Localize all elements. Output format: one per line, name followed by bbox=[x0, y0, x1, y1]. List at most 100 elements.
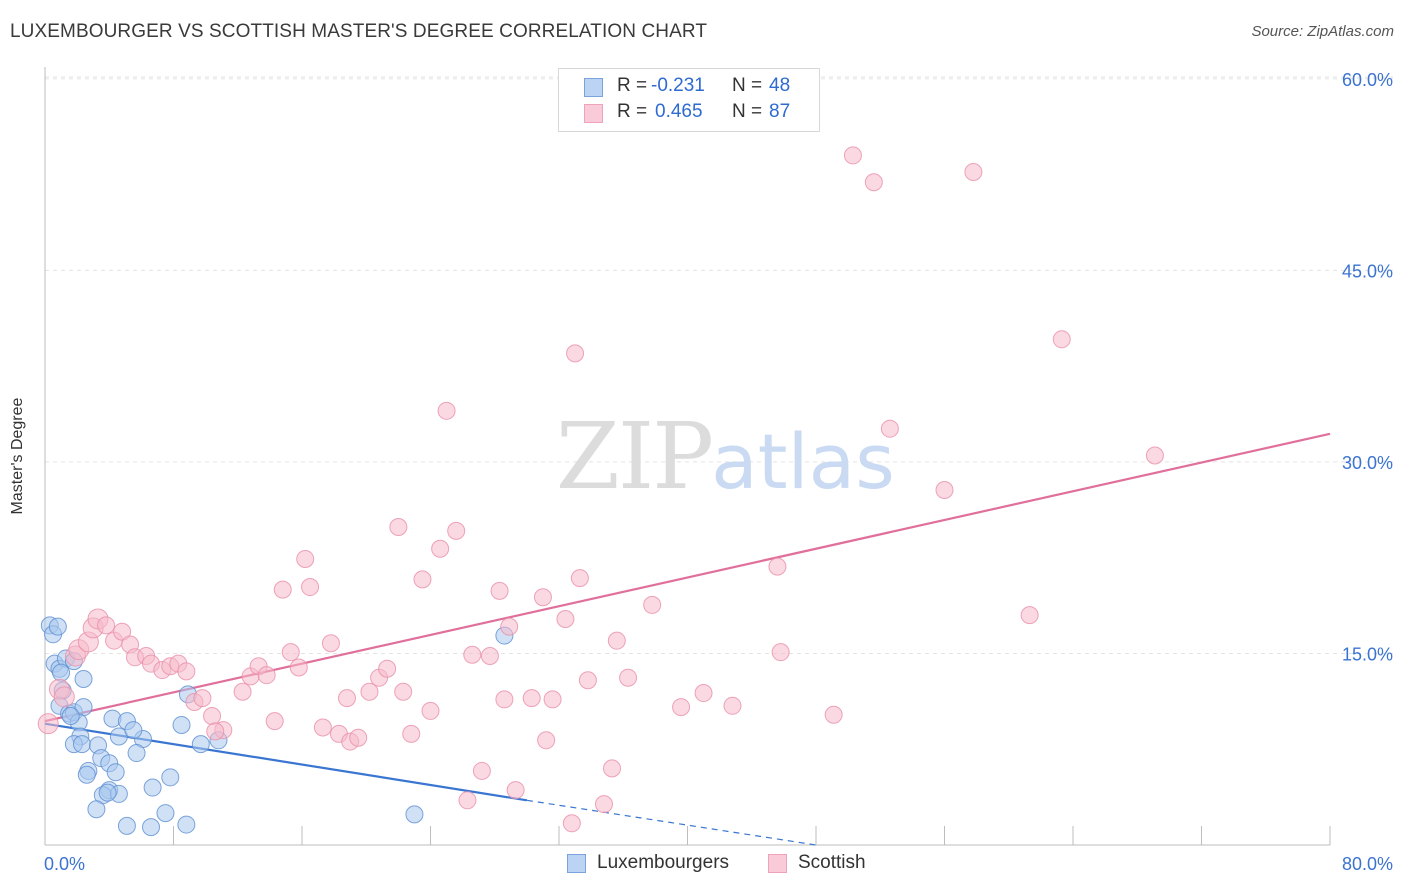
point-scottish bbox=[281, 643, 300, 662]
point-scottish bbox=[771, 643, 790, 662]
x-tick-label: 0.0% bbox=[44, 854, 85, 874]
point-scottish bbox=[413, 570, 432, 589]
point-scottish bbox=[964, 163, 983, 182]
data-points bbox=[37, 146, 1164, 837]
point-scottish bbox=[672, 698, 691, 717]
point-scottish bbox=[273, 580, 292, 599]
point-scottish bbox=[490, 581, 509, 600]
point-scottish bbox=[233, 682, 252, 701]
r-label: R = bbox=[617, 75, 648, 96]
watermark: ZIP atlas bbox=[556, 403, 895, 510]
point-scottish bbox=[694, 684, 713, 703]
point-luxembourgers bbox=[172, 715, 191, 734]
point-luxembourgers bbox=[117, 816, 136, 835]
point-scottish bbox=[723, 696, 742, 715]
y-tick-label: 30.0% bbox=[1342, 453, 1393, 473]
point-scottish bbox=[289, 658, 308, 677]
point-luxembourgers bbox=[98, 783, 117, 802]
point-luxembourgers bbox=[142, 818, 161, 837]
point-luxembourgers bbox=[156, 804, 175, 823]
point-scottish bbox=[321, 634, 340, 653]
n-value: 48 bbox=[769, 75, 791, 96]
y-axis-label: Master's Degree bbox=[9, 397, 26, 515]
point-scottish bbox=[463, 645, 482, 664]
point-scottish bbox=[643, 595, 662, 614]
point-scottish bbox=[768, 557, 787, 576]
point-scottish bbox=[193, 689, 212, 708]
watermark-atlas: atlas bbox=[711, 417, 895, 506]
point-scottish bbox=[522, 689, 541, 708]
r-value: 0.465 bbox=[655, 101, 703, 122]
y-tick-label: 45.0% bbox=[1342, 261, 1393, 281]
point-scottish bbox=[402, 724, 421, 743]
point-scottish bbox=[437, 401, 456, 420]
point-scottish bbox=[495, 690, 514, 709]
point-scottish bbox=[349, 728, 368, 747]
point-luxembourgers bbox=[87, 800, 106, 819]
point-scottish bbox=[301, 578, 320, 597]
legend-swatch-scottish bbox=[768, 854, 787, 873]
point-scottish bbox=[296, 549, 315, 568]
point-scottish bbox=[570, 569, 589, 588]
point-luxembourgers bbox=[52, 663, 71, 682]
chart-title: LUXEMBOURGER VS SCOTTISH MASTER'S DEGREE… bbox=[10, 21, 708, 42]
point-scottish bbox=[257, 666, 276, 685]
point-scottish bbox=[864, 173, 883, 192]
legend-swatch-luxembourgers bbox=[584, 78, 603, 97]
legend-label-scottish: Scottish bbox=[798, 852, 866, 873]
legend-swatch-luxembourgers bbox=[567, 854, 586, 873]
stats-legend: R = -0.231 N = 48 R = 0.465 N = 87 bbox=[558, 68, 820, 132]
point-scottish bbox=[97, 616, 116, 635]
point-luxembourgers bbox=[191, 735, 210, 754]
point-scottish bbox=[619, 668, 638, 687]
point-scottish bbox=[378, 659, 397, 678]
point-scottish bbox=[337, 689, 356, 708]
point-scottish bbox=[603, 759, 622, 778]
point-scottish bbox=[472, 761, 491, 780]
point-scottish bbox=[562, 814, 581, 833]
point-scottish bbox=[594, 795, 613, 814]
point-scottish bbox=[313, 718, 332, 737]
legend-swatch-scottish bbox=[584, 104, 603, 123]
source-credit: Source: ZipAtlas.com bbox=[1251, 23, 1394, 40]
point-luxembourgers bbox=[177, 815, 196, 834]
point-scottish bbox=[556, 609, 575, 628]
n-label: N = bbox=[732, 75, 763, 96]
point-scottish bbox=[421, 701, 440, 720]
point-luxembourgers bbox=[143, 778, 162, 797]
r-value: -0.231 bbox=[651, 75, 705, 96]
point-scottish bbox=[389, 518, 408, 537]
y-tick-label: 60.0% bbox=[1342, 70, 1393, 90]
point-scottish bbox=[53, 686, 75, 708]
point-scottish bbox=[578, 671, 597, 690]
point-scottish bbox=[824, 705, 843, 724]
point-scottish bbox=[500, 617, 519, 636]
legend-label-luxembourgers: Luxembourgers bbox=[597, 852, 730, 873]
point-scottish bbox=[431, 539, 450, 558]
r-label: R = bbox=[617, 101, 648, 122]
stats-row-scottish: R = 0.465 N = 87 bbox=[559, 101, 817, 127]
tick-labels: 15.0% 30.0% 45.0% 60.0% 0.0% 80.0% bbox=[44, 70, 1393, 874]
point-luxembourgers bbox=[106, 763, 125, 782]
y-tick-label: 15.0% bbox=[1342, 644, 1393, 664]
n-label: N = bbox=[732, 101, 763, 122]
point-luxembourgers bbox=[161, 768, 180, 787]
point-scottish bbox=[537, 731, 556, 750]
point-luxembourgers bbox=[405, 805, 424, 824]
point-scottish bbox=[566, 344, 585, 363]
point-scottish bbox=[533, 588, 552, 607]
point-scottish bbox=[394, 682, 413, 701]
point-luxembourgers bbox=[72, 735, 91, 754]
gridlines bbox=[45, 76, 1393, 654]
point-luxembourgers bbox=[74, 669, 93, 688]
point-scottish bbox=[1052, 330, 1071, 349]
point-scottish bbox=[935, 480, 954, 499]
point-scottish bbox=[206, 722, 225, 741]
point-scottish bbox=[37, 713, 59, 735]
point-luxembourgers bbox=[77, 765, 96, 784]
point-scottish bbox=[480, 647, 499, 666]
point-scottish bbox=[607, 631, 626, 650]
point-scottish bbox=[843, 146, 862, 165]
point-scottish bbox=[458, 791, 477, 810]
